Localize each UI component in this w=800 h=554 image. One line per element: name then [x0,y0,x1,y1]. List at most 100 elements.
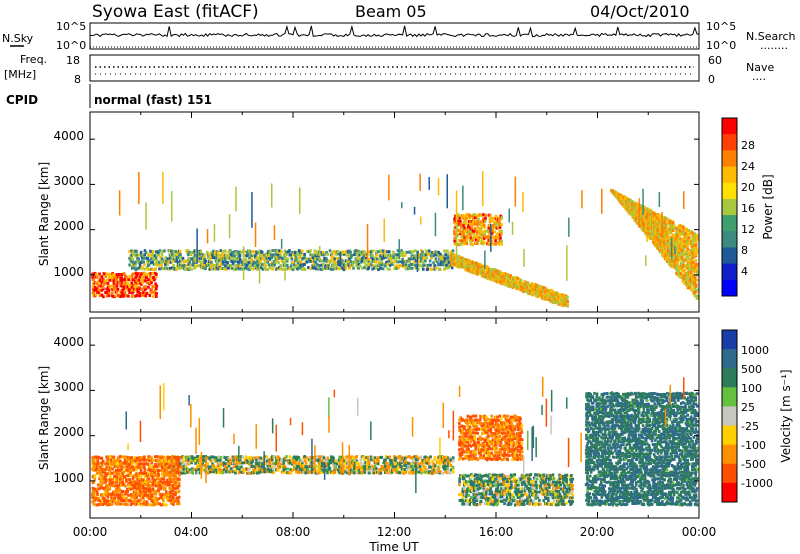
velocity-cell [182,455,186,459]
power-cell [130,285,134,289]
power-cell [421,260,425,264]
power-cell [357,262,361,266]
power-cell [179,266,182,270]
power-cell [332,250,335,254]
power-cell [673,235,677,239]
power-cell [483,225,486,229]
power-cell [192,256,194,267]
power-cell [176,260,180,264]
power-cell [687,270,691,274]
power-cell [477,239,480,242]
power-cell [335,256,339,260]
power-cell [434,259,438,263]
power-cell [433,267,436,271]
power-cell [465,235,469,239]
power-cell [494,222,498,226]
power-cell [318,259,322,263]
power-cell [496,225,500,229]
power-cell [137,290,141,294]
power-cell [107,289,110,292]
power-cell [371,253,374,257]
power-cell [319,245,321,254]
power-cell [674,246,676,254]
power-cell [681,225,685,229]
power-cell [533,289,537,293]
power-cell [135,253,139,257]
noise-left-tick-bottom: 10^0 [56,39,86,52]
power-cell [667,227,670,231]
power-cell [188,260,192,264]
power-cell [251,192,253,228]
power-cell [682,246,685,250]
power-cell [235,267,238,271]
power-cell [464,222,468,226]
power-cell [414,253,417,257]
power-cell [115,278,119,282]
power-cell [150,281,153,285]
power-cell [656,231,660,235]
power-cell [356,259,359,263]
power-cell [497,242,501,246]
power-cell [271,249,274,253]
power-cell [225,253,228,257]
power-cell [426,267,429,271]
power-cell [154,275,158,279]
power-cell [135,274,139,278]
power-cell [360,250,364,254]
power-cell [434,252,438,256]
power-cell [500,216,504,220]
power-cell [679,272,683,276]
power-cell [228,214,231,239]
power-cell [462,185,464,211]
power-cell [327,264,330,268]
power-cell [413,257,417,260]
power-cell [141,256,144,260]
power-cell [277,261,280,265]
power-cell [342,260,346,264]
power-cell [157,253,160,257]
power-cell [393,267,396,271]
power-cell [139,275,142,279]
cpid-value: normal (fast) 151 [94,93,212,107]
freq-left-tick-top: 18 [66,54,80,67]
power-cell [341,266,344,270]
power-cell [373,256,377,260]
velocity-cell [251,464,255,468]
power-cell [695,288,699,292]
power-cell [98,272,101,276]
power-cell [394,253,398,257]
power-cell [112,285,116,288]
power-cell [295,257,298,261]
power-cell [120,290,123,294]
power-cell [681,243,684,247]
power-cell [106,272,110,276]
plot-title: Syowa East (fitACF) [92,2,259,22]
power-cell [153,284,157,288]
velocity-panel: Slant Range [km] 1000 2000 3000 4000 [37,317,700,519]
freq-right-tick-bottom: 0 [708,73,715,86]
power-cell [329,259,333,263]
power-cell [169,260,173,264]
power-cell [661,241,664,245]
power-tickmarks [89,112,700,312]
power-cell [134,279,137,283]
power-cell [144,251,148,255]
power-cell [670,238,673,259]
power-cell [678,247,682,251]
power-cell [382,254,386,258]
power-cell [453,236,456,240]
power-cell [343,252,346,256]
power-cell [156,263,159,267]
power-cell [181,256,185,260]
power-cell [132,278,135,282]
power-cell [429,254,433,258]
power-cell [465,212,469,216]
power-cell [679,262,683,265]
power-cell [492,216,495,220]
power-cell [147,278,150,282]
power-cell [426,263,430,267]
power-cell [485,235,488,239]
power-cell [101,285,105,289]
power-cell [138,287,142,291]
power-cell [381,267,385,271]
